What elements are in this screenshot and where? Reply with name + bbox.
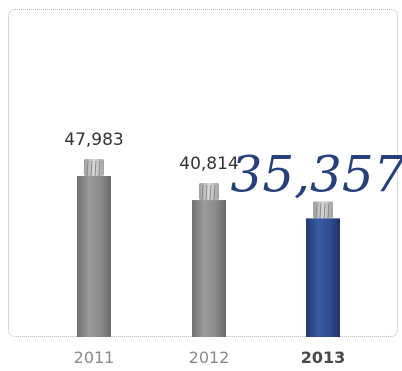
wire-strand (209, 185, 212, 201)
value-label-2013: 35,357 (231, 145, 402, 203)
wire-strand (327, 203, 330, 219)
bar-2011[interactable] (77, 176, 111, 337)
bar-2012[interactable] (192, 200, 226, 337)
wire-strand (315, 203, 318, 219)
wire-strand (86, 160, 89, 177)
category-label-2012: 2012 (189, 348, 230, 367)
wire-strand (205, 185, 208, 201)
wire-strand (213, 185, 216, 201)
wire-strand (319, 203, 322, 219)
value-label-2011: 47,983 (64, 130, 123, 150)
wire-strand (90, 160, 93, 177)
category-label-2011: 2011 (74, 348, 115, 367)
bar-2013[interactable] (306, 218, 340, 337)
category-label-2013: 2013 (301, 348, 346, 367)
wire-strand (94, 160, 97, 177)
wire-strand (201, 185, 204, 201)
wire-strand (323, 203, 326, 219)
value-label-2012: 40,814 (179, 154, 238, 174)
wire-strand (98, 160, 101, 177)
